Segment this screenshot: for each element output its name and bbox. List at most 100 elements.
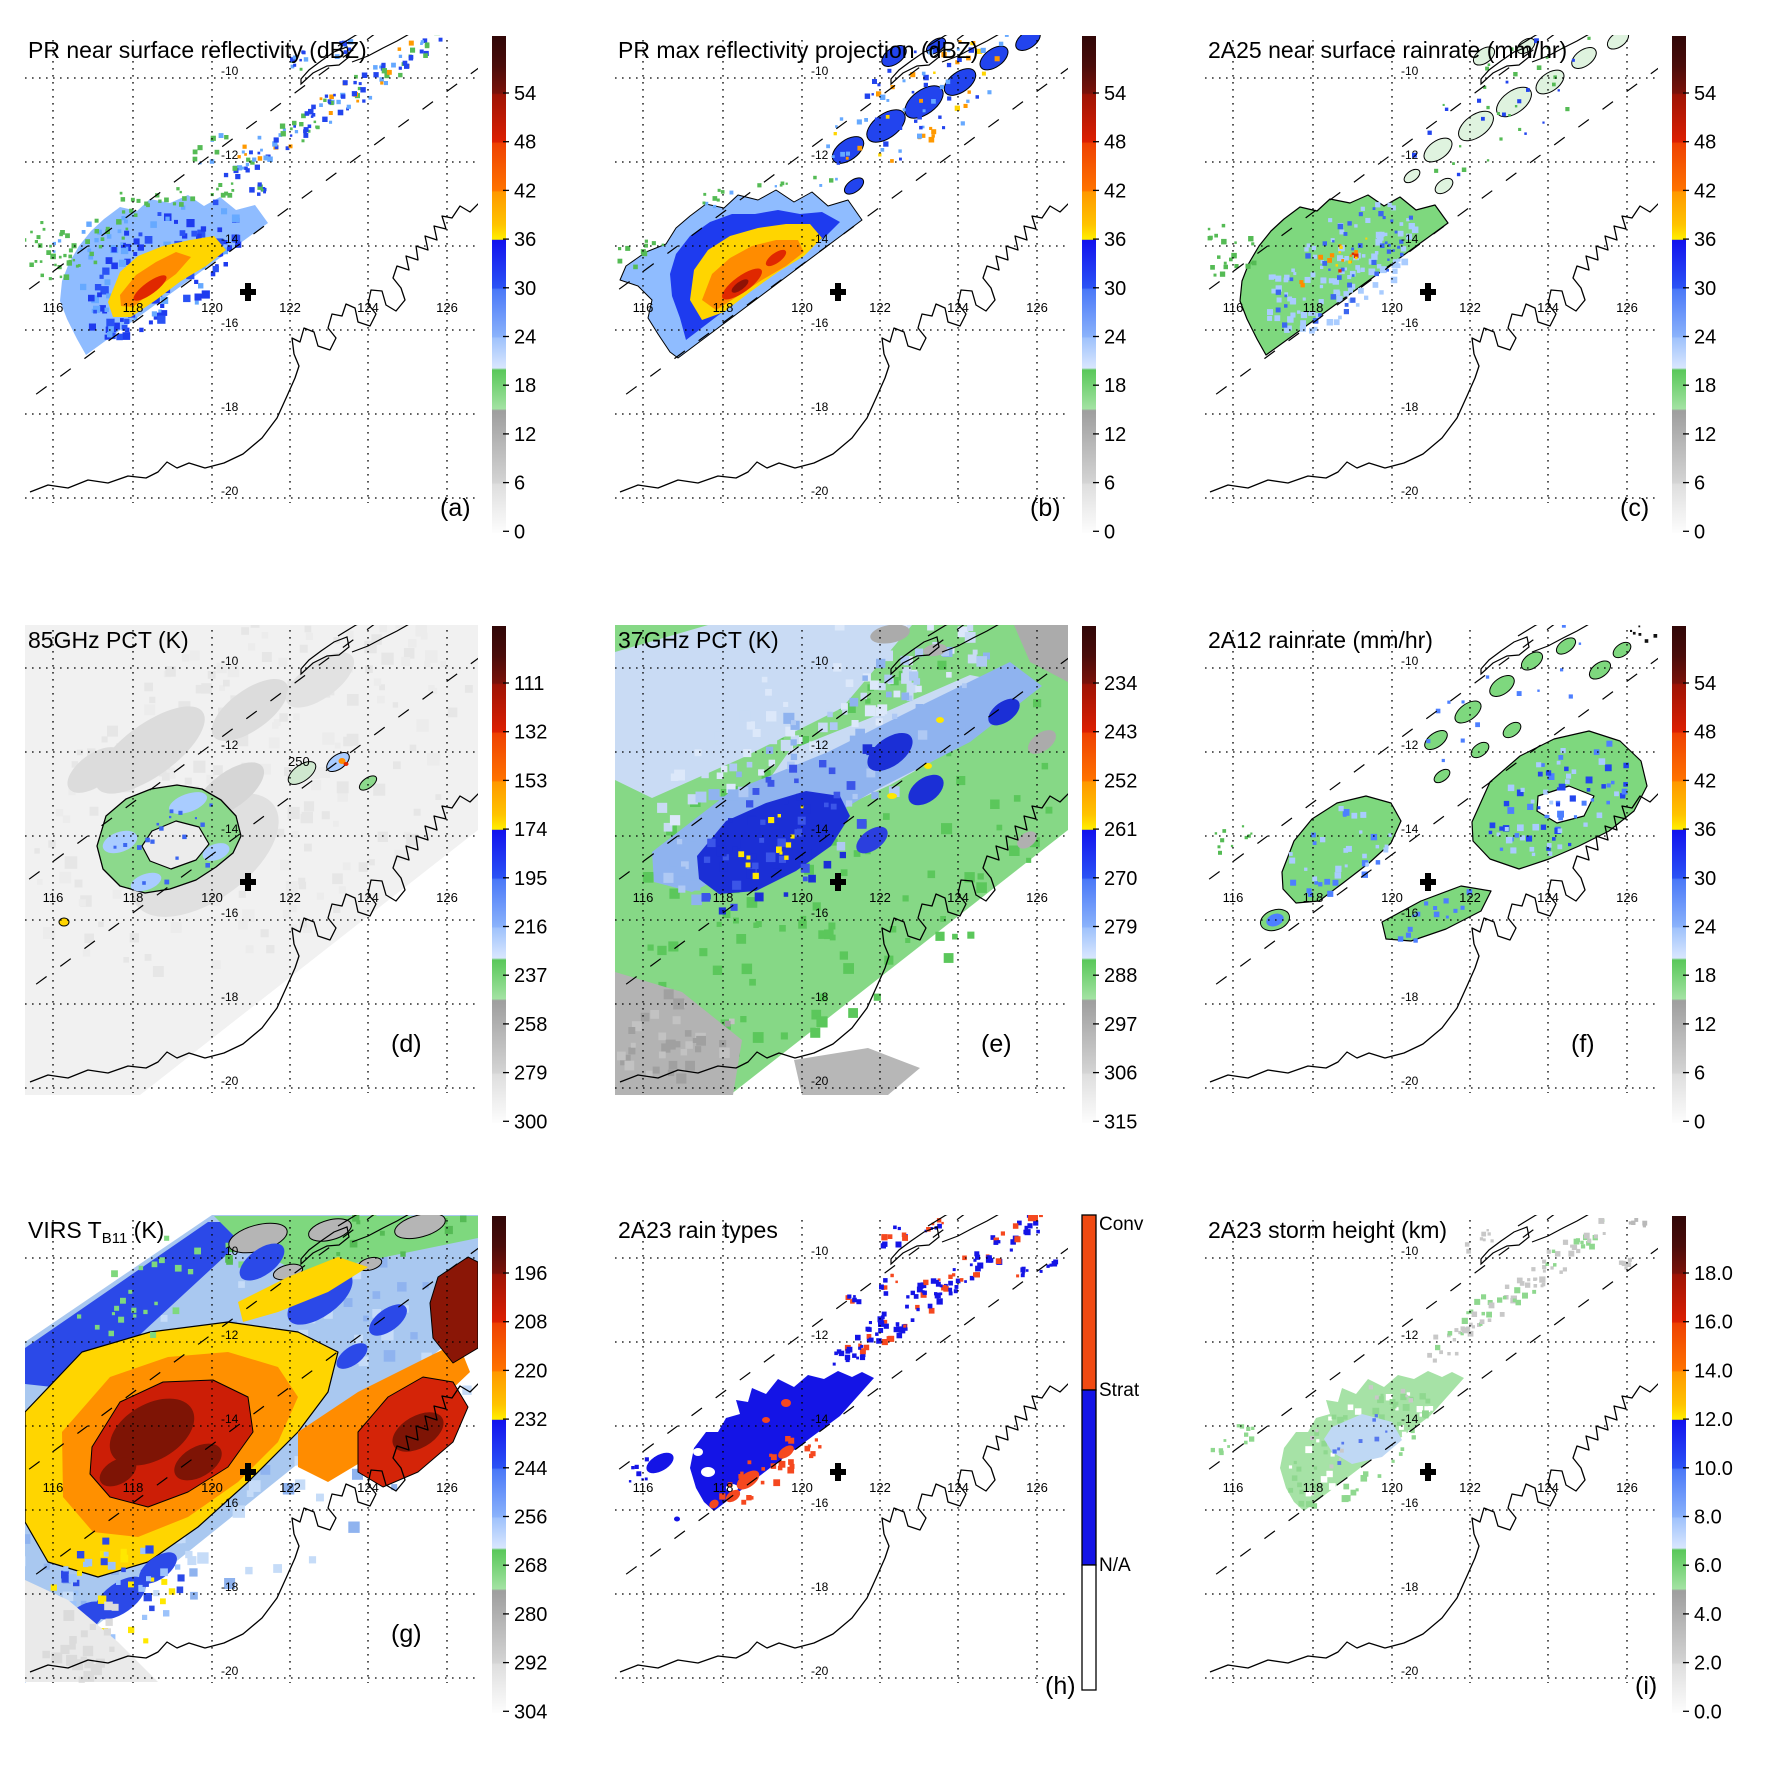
swath-edge-line: [615, 625, 965, 883]
island-outline: [1517, 1215, 1538, 1227]
data-speckles: [1496, 748, 1619, 857]
lon-tick-label: 126: [1616, 300, 1638, 315]
coastline: [619, 1383, 1068, 1673]
lat-tick-label: -16: [221, 906, 239, 920]
lat-tick-label: -16: [221, 316, 239, 330]
colorbar-tick-label: 18: [1104, 375, 1126, 397]
data-blob: [1588, 660, 1612, 680]
colorbar-tick-label: 12: [1694, 1014, 1716, 1036]
lon-tick-label: 126: [436, 300, 458, 315]
lat-tick-label: -12: [811, 738, 829, 752]
data-speckles: [1012, 1215, 1043, 1243]
swath-edge-line: [25, 35, 375, 293]
lat-tick-label: -16: [221, 1496, 239, 1510]
data-blob: [211, 678, 289, 742]
colorbar-tick-label: 216: [514, 917, 547, 939]
lat-tick-label: -14: [811, 232, 829, 246]
data-speckles: [77, 1235, 201, 1338]
colorbar-tick-label: 195: [514, 868, 547, 890]
swath-edge-line: [25, 1247, 478, 1584]
data-blob: [1028, 730, 1056, 754]
colorbar-tick-label: 30: [1694, 278, 1716, 300]
lon-tick-label: 116: [633, 890, 654, 905]
panel-title: 37GHz PCT (K): [618, 627, 779, 653]
lat-tick-label: -10: [1401, 1244, 1419, 1258]
data-blob: [693, 1448, 703, 1456]
lon-tick-label: 124: [1537, 890, 1559, 905]
lon-tick-label: 126: [1026, 300, 1048, 315]
data-blob: [701, 1467, 715, 1477]
colorbar-tick-label: 315: [1104, 1111, 1137, 1133]
lat-tick-label: -18: [811, 400, 829, 414]
data-blob: [95, 706, 205, 794]
colorbar: 18.0 16.0 14.0 12.0 10.0 8.0 6.0 4.0 2.0 0.0: [1672, 1216, 1733, 1723]
lon-tick-label: 120: [1381, 1480, 1403, 1495]
lon-tick-label: 126: [436, 1480, 458, 1495]
lon-tick-label: 124: [947, 890, 969, 905]
colorbar-tick-label: 14.0: [1694, 1360, 1733, 1382]
colorbar-tick-label: 36: [1694, 229, 1716, 251]
data-speckles: [845, 1294, 862, 1305]
island-outline: [1531, 625, 1589, 653]
panel-title: VIRS TB11 (K): [28, 1217, 164, 1247]
data-speckles: [334, 39, 354, 59]
lat-tick-label: -20: [221, 1664, 239, 1678]
lon-tick-label: 118: [1303, 300, 1324, 315]
data-speckles: [880, 1225, 908, 1249]
island-outline: [337, 1215, 358, 1227]
colorbar-label: Strat: [1099, 1380, 1140, 1401]
lat-tick-label: -16: [811, 906, 829, 920]
data-blob: [615, 972, 742, 1095]
panel-e: 116 118 120 122 124 126 -10 -12 -14 -16 -18 -20 37GH…: [590, 590, 1180, 1180]
lat-tick-label: -18: [1401, 990, 1419, 1004]
colorbar-tick-label: 297: [1104, 1014, 1137, 1036]
colorbar-tick-label: 30: [514, 278, 536, 300]
lon-tick-label: 118: [1303, 1480, 1324, 1495]
colorbar-tick-label: 270: [1104, 868, 1137, 890]
island-outline: [1531, 1215, 1589, 1243]
lat-tick-label: -10: [811, 654, 829, 668]
island-outline: [927, 1215, 948, 1227]
lat-tick-label: -20: [811, 1074, 829, 1088]
data-speckles: [974, 1231, 1016, 1269]
panel-title: 2A23 storm height (km): [1208, 1217, 1447, 1243]
lon-tick-label: 126: [1616, 890, 1638, 905]
graticule: 116 118 120 122 124 126 -10 -12 -14 -16 -18 -20: [25, 1220, 477, 1683]
lat-tick-label: -18: [1401, 1580, 1419, 1594]
colorbar-tick-label: 18: [1694, 375, 1716, 397]
colorbar-tick-label: 30: [1104, 278, 1126, 300]
swath-edge-line: [25, 1215, 375, 1473]
colorbar-tick-label: 36: [1694, 819, 1716, 841]
colorbar-tick-label: 18: [514, 375, 536, 397]
data-blob: [1472, 46, 1496, 66]
colorbar-tick-label: 4.0: [1694, 1604, 1722, 1626]
lat-tick-label: -10: [1401, 654, 1419, 668]
lat-tick-label: -18: [811, 1580, 829, 1594]
data-blob: [831, 136, 865, 164]
panel-title: PR max reflectivity projection (dBZ): [618, 37, 978, 63]
colorbar-tick-label: 288: [1104, 965, 1137, 987]
colorbar-tick-label: 24: [1694, 917, 1716, 939]
colorbar-tick-label: 48: [514, 132, 536, 154]
swath-edge-line: [1205, 1215, 1555, 1473]
lon-tick-label: 118: [713, 1480, 734, 1495]
lat-tick-label: -14: [221, 232, 239, 246]
colorbar-tick-label: 36: [1104, 229, 1126, 251]
colorbar-tick-label: 306: [1104, 1063, 1137, 1085]
panel-g: 116 118 120 122 124 126 -10 -12 -14 -16 -18 -20 VIRS…: [0, 1180, 590, 1770]
lat-tick-label: -10: [221, 1244, 239, 1258]
data-speckles: [719, 1436, 822, 1505]
data-speckles: [1214, 825, 1253, 855]
colorbar-tick-label: 12: [1694, 424, 1716, 446]
colorbar-tick-label: 244: [514, 1458, 547, 1480]
data-speckles: [1310, 1385, 1413, 1469]
lat-tick-label: -12: [1401, 148, 1419, 162]
colorbar-gradient: [1082, 36, 1096, 533]
colorbar-tick-label: 36: [514, 229, 536, 251]
colorbar-tick-label: 6: [1694, 473, 1705, 495]
lon-tick-label: 116: [1223, 1480, 1244, 1495]
island-outline: [337, 35, 358, 47]
colorbar: 54 48 42 36 30 24 18 12 6 0: [1672, 626, 1716, 1133]
data-blob: [1571, 47, 1597, 69]
lon-tick-label: 120: [791, 300, 813, 315]
